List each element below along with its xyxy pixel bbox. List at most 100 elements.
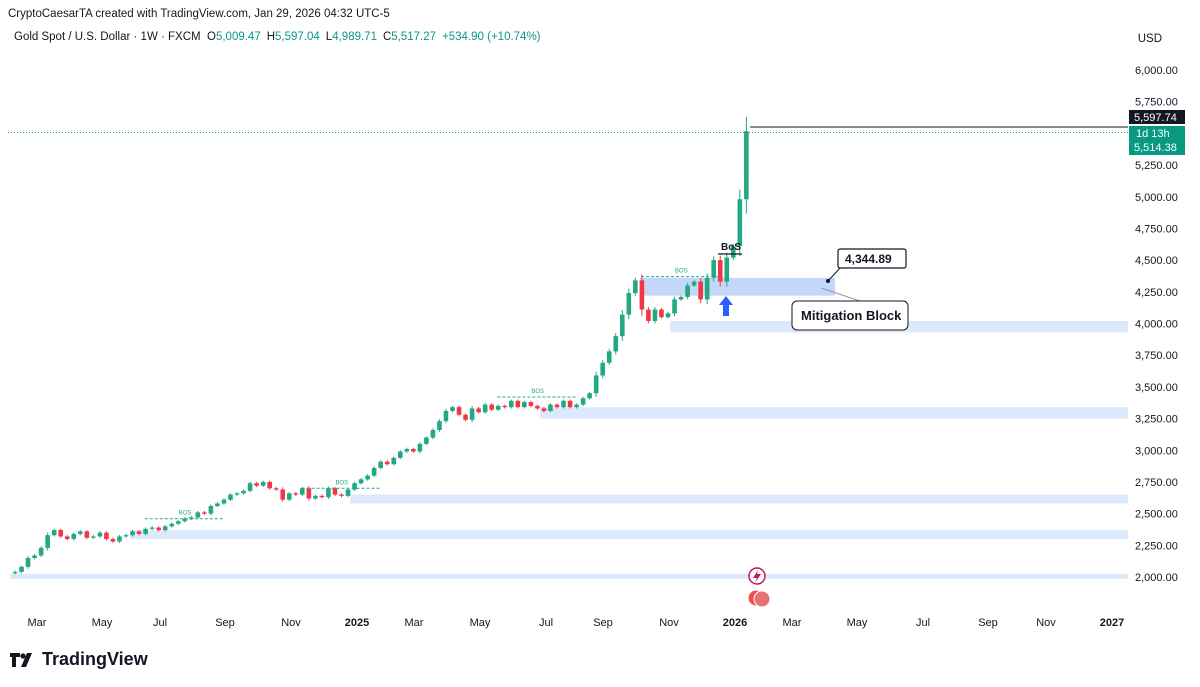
candle-body: [182, 518, 188, 522]
x-tick-label: May: [470, 617, 491, 629]
flash-event-icon[interactable]: [748, 567, 766, 585]
candle-body: [169, 523, 175, 527]
candle-body: [91, 536, 96, 538]
candle-body: [554, 404, 560, 408]
candle-body: [476, 408, 481, 413]
countdown-text: 1d 13h: [1136, 128, 1170, 140]
candle-body: [411, 448, 416, 452]
candle-body: [110, 538, 116, 542]
candle-body: [136, 531, 142, 534]
tradingview-brand: TradingView: [42, 649, 148, 669]
candle-body: [247, 483, 253, 491]
candle-body: [352, 483, 357, 490]
support-zone: [670, 320, 1128, 333]
x-tick-label: Sep: [215, 617, 235, 629]
candle-body: [228, 494, 233, 500]
candle-body: [32, 555, 37, 558]
y-tick-label: 6,000.00: [1135, 65, 1178, 77]
y-tick-label: 2,250.00: [1135, 540, 1178, 552]
candle-body: [78, 531, 83, 534]
candle-body: [574, 404, 579, 408]
candle-body: [339, 494, 344, 496]
y-tick-label: 4,250.00: [1135, 287, 1178, 299]
candle-body: [495, 405, 501, 410]
last-price-tag: [1129, 126, 1185, 155]
candle-body: [541, 408, 547, 411]
us-flag-icon[interactable]: [747, 589, 765, 607]
x-tick-label: 2025: [345, 617, 369, 629]
bos-small-label: BOS: [179, 511, 192, 517]
support-zone: [640, 277, 835, 296]
candle-body: [659, 309, 664, 318]
candle-body: [123, 535, 129, 537]
candle-body: [221, 499, 227, 504]
y-tick-label: 2,000.00: [1135, 572, 1178, 584]
y-tick-label: 4,500.00: [1135, 255, 1178, 267]
x-tick-label: Sep: [978, 617, 998, 629]
mitigation-block-callout[interactable]: [791, 300, 909, 331]
candle-body: [522, 402, 527, 408]
bos-layer: BOS BOS BOS BOS: [144, 269, 722, 520]
currency-label[interactable]: USD: [1137, 33, 1162, 45]
candle-body: [691, 281, 697, 286]
x-tick-label: 2026: [723, 617, 747, 629]
candle-body: [267, 481, 272, 489]
close-value: 5,517.27: [391, 31, 437, 43]
y-tick-label: 3,500.00: [1135, 382, 1178, 394]
candle-body: [189, 517, 194, 519]
candle-body: [711, 260, 717, 278]
y-tick-label: 4,750.00: [1135, 223, 1178, 235]
candle-body: [365, 475, 370, 480]
mitigation-block-label: Mitigation Block: [801, 308, 902, 323]
candle-body: [260, 481, 266, 486]
candle-body: [130, 531, 135, 536]
candle-body: [633, 280, 638, 294]
y-tick-label: 3,250.00: [1135, 414, 1178, 426]
candle-body: [208, 506, 214, 514]
up-arrow-icon: [719, 296, 733, 316]
tradingview-logo[interactable]: TradingView: [10, 649, 148, 670]
flash-glyph-icon: [753, 570, 761, 583]
candle-body: [19, 566, 24, 572]
candle-body: [286, 493, 292, 500]
candle-body: [593, 375, 599, 394]
x-tick-label: Mar: [405, 617, 424, 629]
candle-body: [25, 557, 31, 567]
candle-body: [561, 400, 566, 408]
y-axis: 2,000.00 2,250.00 2,500.00 2,750.00 3,000.00…: [1135, 65, 1178, 584]
low-value: 4,989.71: [332, 31, 377, 43]
level-callout-pointer: [827, 267, 841, 282]
candle-body: [202, 512, 207, 514]
candle-body: [306, 488, 312, 499]
event-icons[interactable]: [747, 567, 771, 608]
y-tick-label: 2,750.00: [1135, 477, 1178, 489]
hidden-tag-text: 0: [1179, 128, 1185, 140]
y-tick-label: 2,500.00: [1135, 509, 1178, 521]
candles-layer: [12, 116, 749, 575]
high-label: H: [266, 31, 276, 43]
candle-body: [717, 260, 723, 282]
candle-body: [437, 421, 442, 430]
y-tick-label: 5,250.00: [1135, 160, 1178, 172]
bos-small-label: BOS: [531, 389, 544, 395]
x-tick-label: Jul: [539, 617, 553, 629]
candle-body: [300, 488, 305, 495]
open-value: 5,009.47: [215, 31, 261, 43]
candle-body: [626, 293, 632, 315]
mitigation-pointer: [820, 287, 861, 302]
candle-body: [482, 404, 488, 413]
candle-body: [71, 533, 77, 539]
candle-body: [724, 257, 730, 282]
x-tick-label: 2027: [1100, 617, 1124, 629]
candle-body: [313, 495, 318, 499]
level-callout[interactable]: [837, 248, 907, 269]
candle-body: [469, 408, 475, 420]
candle-body: [117, 536, 122, 542]
tradingview-logo-icon: [10, 652, 32, 667]
symbol-name[interactable]: Gold Spot / U.S. Dollar · 1W · FXCM: [14, 31, 201, 43]
candle-body: [652, 309, 658, 321]
candle-body: [698, 281, 703, 300]
candle-body: [404, 448, 410, 452]
candle-body: [600, 362, 605, 376]
